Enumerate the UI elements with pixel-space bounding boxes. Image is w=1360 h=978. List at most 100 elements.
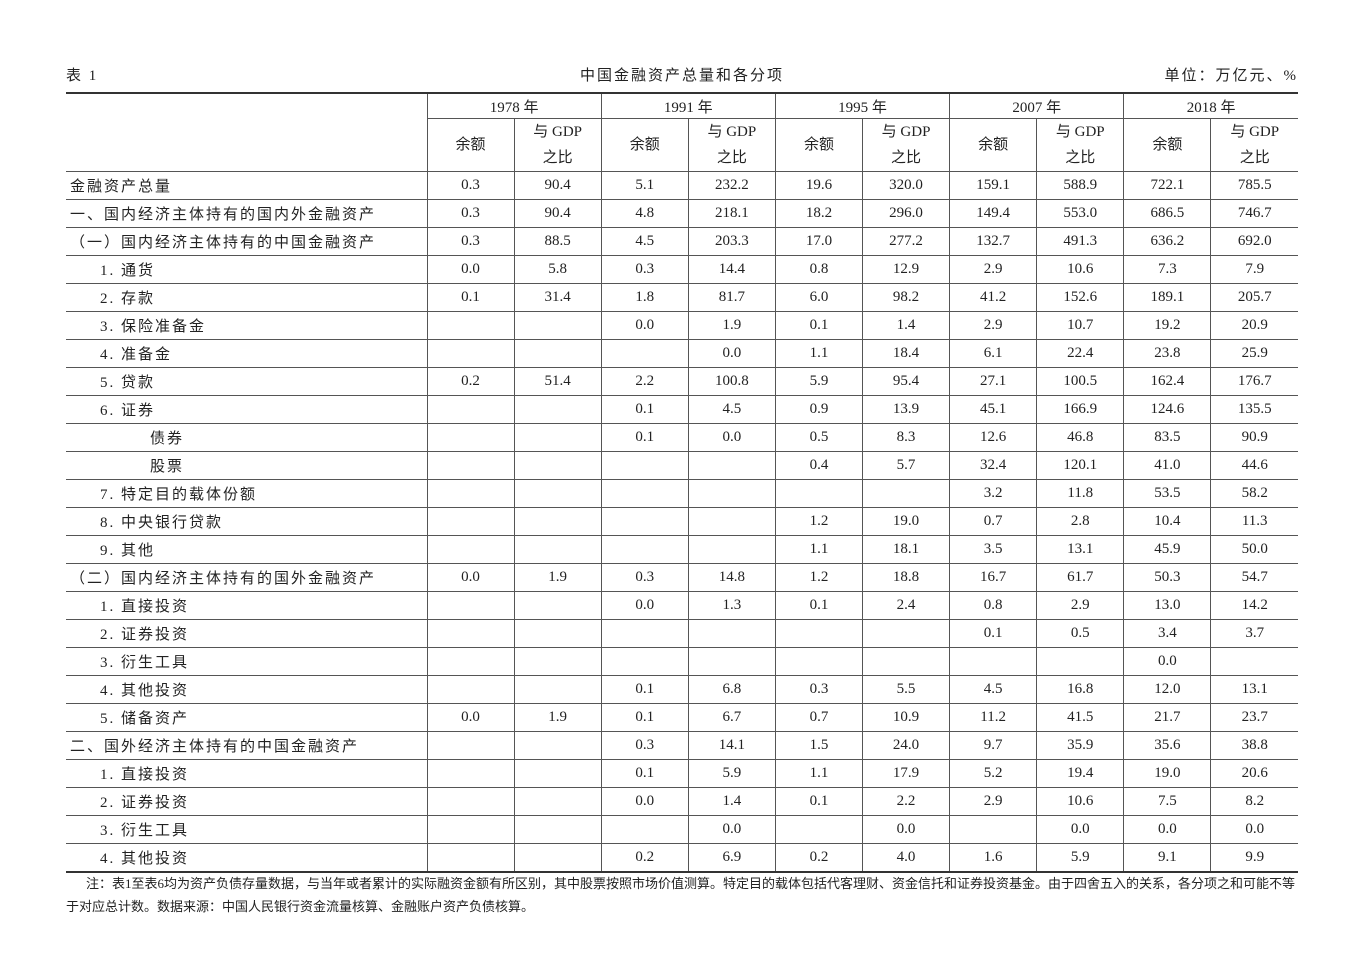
value-cell: 45.1: [949, 395, 1038, 424]
year-header: 2018 年: [1123, 92, 1299, 119]
value-cell: 162.4: [1123, 367, 1212, 396]
table-row: 4. 准备金 0.0 1.1 18.4 6.1 22.4 23.8 25.9: [66, 339, 1299, 368]
value-cell: 1.4: [861, 311, 951, 340]
empty-cell: [426, 843, 515, 873]
empty-cell: [426, 479, 515, 508]
table-row: 1. 直接投资 0.1 5.9 1.1 17.9 5.2 19.4 19.0 20.6: [66, 759, 1299, 788]
value-cell: 90.4: [513, 199, 602, 228]
table-unit: 单位：万亿元、%: [1164, 68, 1298, 84]
table-row: 2. 证券投资 0.0 1.4 0.1 2.2 2.9 10.6 7.5 8.2: [66, 787, 1299, 816]
value-cell: 54.7: [1210, 563, 1299, 592]
value-cell: 17.0: [774, 227, 864, 256]
row-label: 4. 其他投资: [66, 675, 428, 704]
value-cell: 5.1: [600, 171, 689, 200]
value-cell: 2.4: [861, 591, 951, 620]
empty-cell: [513, 423, 602, 452]
row-label: 1. 直接投资: [66, 591, 428, 620]
value-cell: 0.1: [600, 423, 689, 452]
value-cell: 176.7: [1210, 367, 1299, 396]
table-row: 6. 证券 0.1 4.5 0.9 13.9 45.1 166.9 124.6 135.5: [66, 395, 1299, 424]
value-cell: 0.1: [600, 759, 689, 788]
empty-cell: [513, 759, 602, 788]
value-cell: 0.2: [774, 843, 864, 873]
data-table: 1978 年 1991 年 1995 年 2007 年 2018 年余额与 GDP 之比…: [66, 92, 1299, 873]
empty-cell: [949, 647, 1038, 676]
value-cell: 277.2: [861, 227, 951, 256]
empty-cell: [426, 647, 515, 676]
value-cell: 27.1: [949, 367, 1038, 396]
empty-cell: [513, 507, 602, 536]
value-cell: 44.6: [1210, 451, 1299, 480]
value-cell: 46.8: [1036, 423, 1125, 452]
value-cell: 0.0: [426, 563, 515, 592]
value-cell: 7.3: [1123, 255, 1212, 284]
value-cell: 0.0: [426, 703, 515, 732]
value-cell: 61.7: [1036, 563, 1125, 592]
empty-cell: [600, 451, 689, 480]
value-cell: 19.0: [1123, 759, 1212, 788]
year-header: 1978 年: [426, 92, 602, 119]
value-cell: 11.3: [1210, 507, 1299, 536]
value-cell: 11.2: [949, 703, 1038, 732]
empty-cell: [513, 395, 602, 424]
value-cell: 152.6: [1036, 283, 1125, 312]
value-cell: 120.1: [1036, 451, 1125, 480]
value-cell: 41.0: [1123, 451, 1212, 480]
value-cell: 12.6: [949, 423, 1038, 452]
value-cell: 686.5: [1123, 199, 1212, 228]
empty-cell: [600, 535, 689, 564]
value-cell: 45.9: [1123, 535, 1212, 564]
row-label: 股票: [66, 451, 428, 480]
value-cell: 1.8: [600, 283, 689, 312]
empty-cell: [600, 339, 689, 368]
value-cell: 0.3: [426, 199, 515, 228]
value-cell: 14.4: [687, 255, 776, 284]
empty-cell: [426, 507, 515, 536]
row-label: 5. 储备资产: [66, 703, 428, 732]
value-cell: 0.1: [774, 787, 864, 816]
value-cell: 2.9: [949, 787, 1038, 816]
value-cell: 5.5: [861, 675, 951, 704]
table-row: 8. 中央银行贷款 1.2 19.0 0.7 2.8 10.4 11.3: [66, 507, 1299, 536]
value-cell: 1.3: [687, 591, 776, 620]
value-cell: 0.0: [600, 311, 689, 340]
value-cell: 100.8: [687, 367, 776, 396]
value-cell: 5.8: [513, 255, 602, 284]
value-cell: 6.9: [687, 843, 776, 873]
value-cell: 692.0: [1210, 227, 1299, 256]
empty-cell: [513, 731, 602, 760]
value-cell: 588.9: [1036, 171, 1125, 200]
value-cell: 1.9: [687, 311, 776, 340]
value-cell: 51.4: [513, 367, 602, 396]
empty-cell: [687, 507, 776, 536]
value-cell: 5.7: [861, 451, 951, 480]
empty-cell: [774, 619, 864, 648]
table-row: 4. 其他投资 0.1 6.8 0.3 5.5 4.5 16.8 12.0 13.1: [66, 675, 1299, 704]
value-cell: 13.1: [1210, 675, 1299, 704]
value-cell: 553.0: [1036, 199, 1125, 228]
value-cell: 296.0: [861, 199, 951, 228]
value-cell: 25.9: [1210, 339, 1299, 368]
value-cell: 5.2: [949, 759, 1038, 788]
value-cell: 35.9: [1036, 731, 1125, 760]
value-cell: 1.2: [774, 507, 864, 536]
value-cell: 3.7: [1210, 619, 1299, 648]
value-cell: 0.3: [600, 731, 689, 760]
empty-cell: [600, 815, 689, 844]
empty-cell: [774, 815, 864, 844]
empty-cell: [949, 815, 1038, 844]
value-cell: 0.1: [774, 311, 864, 340]
sub-header: 余额: [1123, 118, 1212, 172]
empty-cell: [426, 339, 515, 368]
value-cell: 0.0: [1123, 647, 1212, 676]
sub-header: 与 GDP 之比: [1036, 118, 1125, 172]
table-row: 一、国内经济主体持有的国内外金融资产 0.3 90.4 4.8 218.1 18.2 296…: [66, 199, 1299, 228]
value-cell: 132.7: [949, 227, 1038, 256]
value-cell: 0.1: [949, 619, 1038, 648]
value-cell: 19.2: [1123, 311, 1212, 340]
row-label: 9. 其他: [66, 535, 428, 564]
value-cell: 205.7: [1210, 283, 1299, 312]
table-header: 表 1 中国金融资产总量和各分项 单位：万亿元、%: [66, 64, 1298, 86]
sub-header: 与 GDP 之比: [687, 118, 776, 172]
table-row: 债券 0.1 0.0 0.5 8.3 12.6 46.8 83.5 90.9: [66, 423, 1299, 452]
